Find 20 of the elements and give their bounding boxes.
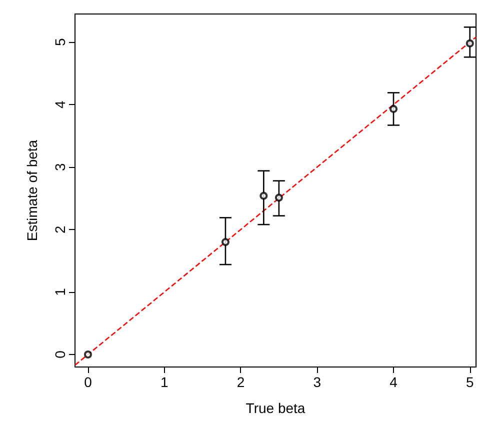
point [260,192,268,200]
y-tick-label: 5 [52,38,68,46]
x-tick-label: 0 [84,374,92,390]
x-axis-title: True beta [246,400,306,416]
y-tick-label: 2 [52,225,68,234]
x-tick-label: 1 [160,374,168,390]
point [84,350,92,359]
y-tick-label: 4 [52,100,68,108]
point [221,238,230,246]
y-axis-title: Estimate of beta [24,140,40,242]
point [390,104,398,113]
y-tick-label: 1 [52,288,68,296]
y-tick-label: 3 [52,162,68,171]
x-tick-label: 2 [236,374,245,390]
point [274,194,283,202]
x-tick-label: 4 [390,374,398,390]
x-tick-label: 5 [466,374,474,390]
y-tick-label: 0 [52,350,68,358]
point [466,39,474,48]
x-tick-label: 3 [313,374,322,390]
